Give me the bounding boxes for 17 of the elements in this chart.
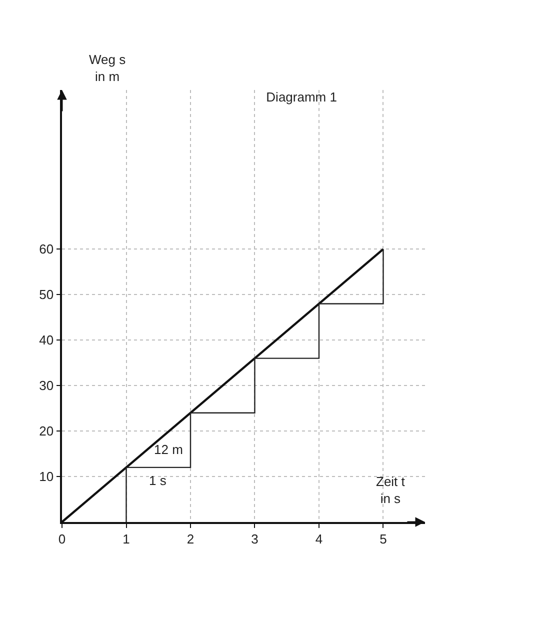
y-tick-label: 40 [39, 332, 54, 348]
y-tick-label: 50 [39, 287, 54, 302]
chart-title: Diagramm 1 [266, 90, 337, 105]
y-tick-label: 20 [39, 424, 54, 439]
y-tick-label: 30 [39, 378, 54, 394]
y-tick-label: 10 [39, 469, 54, 484]
x-tick-label: 5 [380, 531, 387, 546]
x-axis-title: Zeit t in s [376, 474, 406, 506]
x-tick-label: 0 [58, 531, 66, 546]
x-tick-label: 1 [122, 531, 130, 546]
y-tick-label: 60 [39, 242, 54, 257]
x-tick-label: 2 [186, 531, 194, 546]
annotation: 12 m [154, 442, 183, 457]
x-tick-label: 3 [251, 531, 258, 546]
x-tick-label: 4 [315, 531, 323, 546]
y-axis-title: Weg s in m [89, 52, 126, 84]
annotation: 1 s [149, 473, 167, 488]
